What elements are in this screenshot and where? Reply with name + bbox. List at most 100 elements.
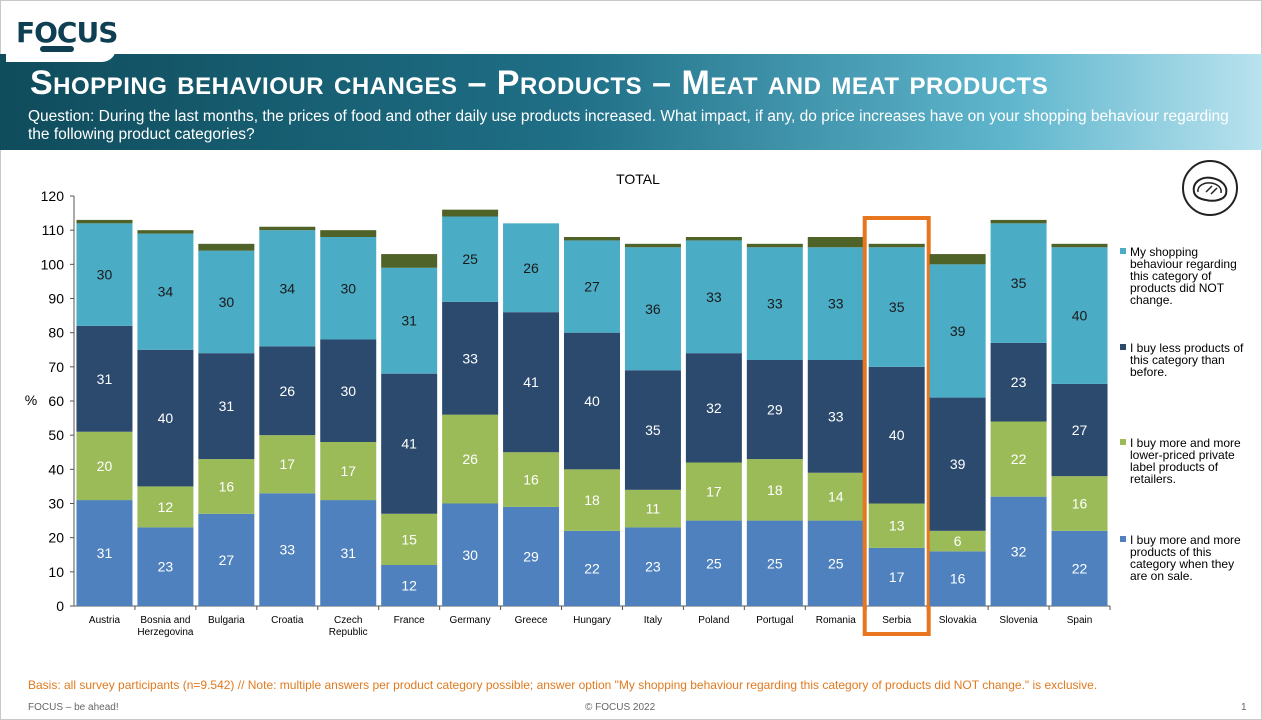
bar-segment xyxy=(442,414,499,504)
data-label: 30 xyxy=(340,280,356,296)
footer-copyright: © FOCUS 2022 xyxy=(585,702,656,713)
bar-segment xyxy=(381,565,438,606)
y-tick-label: 120 xyxy=(41,188,65,204)
data-label: 32 xyxy=(706,400,722,416)
data-label: 29 xyxy=(523,548,539,564)
legend-label: before. xyxy=(1130,365,1167,379)
data-label: 32 xyxy=(1011,543,1027,559)
meat-steak-icon xyxy=(1182,160,1238,216)
logo-tab xyxy=(6,10,116,62)
bar-segment xyxy=(1051,247,1108,384)
legend-label: lower-priced private xyxy=(1130,448,1235,462)
bar-segment xyxy=(807,360,864,473)
bar-segment xyxy=(503,223,560,313)
category-label: Czech xyxy=(334,615,362,626)
y-tick-label: 90 xyxy=(48,291,64,307)
data-label: 35 xyxy=(889,299,905,315)
bar-segment xyxy=(198,513,255,606)
legend-swatch xyxy=(1120,344,1126,350)
bar-segment xyxy=(503,506,560,606)
data-label: 14 xyxy=(828,489,844,505)
data-label: 30 xyxy=(462,547,478,563)
bar-segment xyxy=(624,527,681,606)
bar-segment xyxy=(868,243,925,248)
bar-segment xyxy=(868,503,925,548)
bar-segment xyxy=(503,452,560,507)
bar-segment xyxy=(320,500,377,606)
bar-segment xyxy=(259,493,316,606)
y-tick-label: 40 xyxy=(48,461,64,477)
bar-segment xyxy=(990,496,1047,606)
data-label: 35 xyxy=(645,422,661,438)
category-label: Hungary xyxy=(573,615,611,626)
bar-segment xyxy=(990,219,1047,224)
data-label: 12 xyxy=(158,499,174,515)
y-tick-label: 80 xyxy=(48,325,64,341)
bar-segment xyxy=(320,230,377,237)
legend-label: category when they xyxy=(1130,557,1234,571)
data-label: 17 xyxy=(889,569,905,585)
bar-segment xyxy=(807,520,864,606)
bar-segment xyxy=(76,431,133,501)
data-label: 23 xyxy=(645,559,661,575)
data-label: 39 xyxy=(950,456,966,472)
bar-segment xyxy=(929,254,986,265)
bar-segment xyxy=(76,325,133,432)
bar-segment xyxy=(685,240,742,354)
bar-segment xyxy=(198,459,255,514)
page-number: 1 xyxy=(1241,702,1247,713)
bar-segment xyxy=(198,243,255,251)
bar-segment xyxy=(137,349,194,487)
legend-label: behaviour regarding xyxy=(1130,257,1237,271)
data-label: 25 xyxy=(462,251,478,267)
y-tick-label: 110 xyxy=(42,222,65,238)
bar-segment xyxy=(990,342,1047,422)
data-label: 18 xyxy=(767,482,783,498)
legend-label: products did NOT xyxy=(1130,281,1225,295)
data-label: 40 xyxy=(158,410,174,426)
category-label: Slovakia xyxy=(939,615,977,626)
category-label: Poland xyxy=(698,615,729,626)
data-label: 33 xyxy=(706,289,722,305)
data-label: 23 xyxy=(158,559,174,575)
y-tick-label: 60 xyxy=(48,393,64,409)
bar-segment xyxy=(320,237,377,340)
data-label: 17 xyxy=(706,484,722,500)
data-label: 6 xyxy=(954,533,962,549)
data-label: 23 xyxy=(1011,374,1027,390)
bar-segment xyxy=(198,250,255,354)
bar-segment xyxy=(929,397,986,531)
logo-underline xyxy=(40,46,74,52)
bar-segment xyxy=(624,370,681,490)
bar-segment xyxy=(685,520,742,606)
bar-segment xyxy=(929,551,986,606)
category-label: Romania xyxy=(816,615,856,626)
data-label: 17 xyxy=(280,456,296,472)
data-label: 16 xyxy=(1072,496,1088,512)
bar-segment xyxy=(746,459,803,521)
legend-label: change. xyxy=(1130,293,1173,307)
legend-label: I buy more and more xyxy=(1130,436,1241,450)
bar-segment xyxy=(685,462,742,521)
bar-segment xyxy=(929,264,986,398)
data-label: 31 xyxy=(219,398,235,414)
data-label: 33 xyxy=(767,296,783,312)
category-label: Herzegovina xyxy=(137,627,194,638)
category-label: Italy xyxy=(644,615,662,626)
chart-title: TOTAL xyxy=(616,171,660,187)
bar-segment xyxy=(198,353,255,460)
bar-segment xyxy=(564,332,620,470)
bar-segment xyxy=(990,421,1047,497)
legend-label: My shopping xyxy=(1130,245,1198,259)
bar-segment xyxy=(137,230,194,234)
data-label: 26 xyxy=(523,260,539,276)
bar-segment xyxy=(320,442,377,501)
data-label: 25 xyxy=(767,555,783,571)
data-label: 22 xyxy=(1072,560,1088,576)
legend-label: I buy less products of xyxy=(1130,341,1244,355)
bar-segment xyxy=(564,240,620,333)
bar-segment xyxy=(320,339,377,442)
y-tick-label: 30 xyxy=(48,496,64,512)
data-label: 33 xyxy=(828,296,844,312)
data-label: 18 xyxy=(584,492,600,508)
